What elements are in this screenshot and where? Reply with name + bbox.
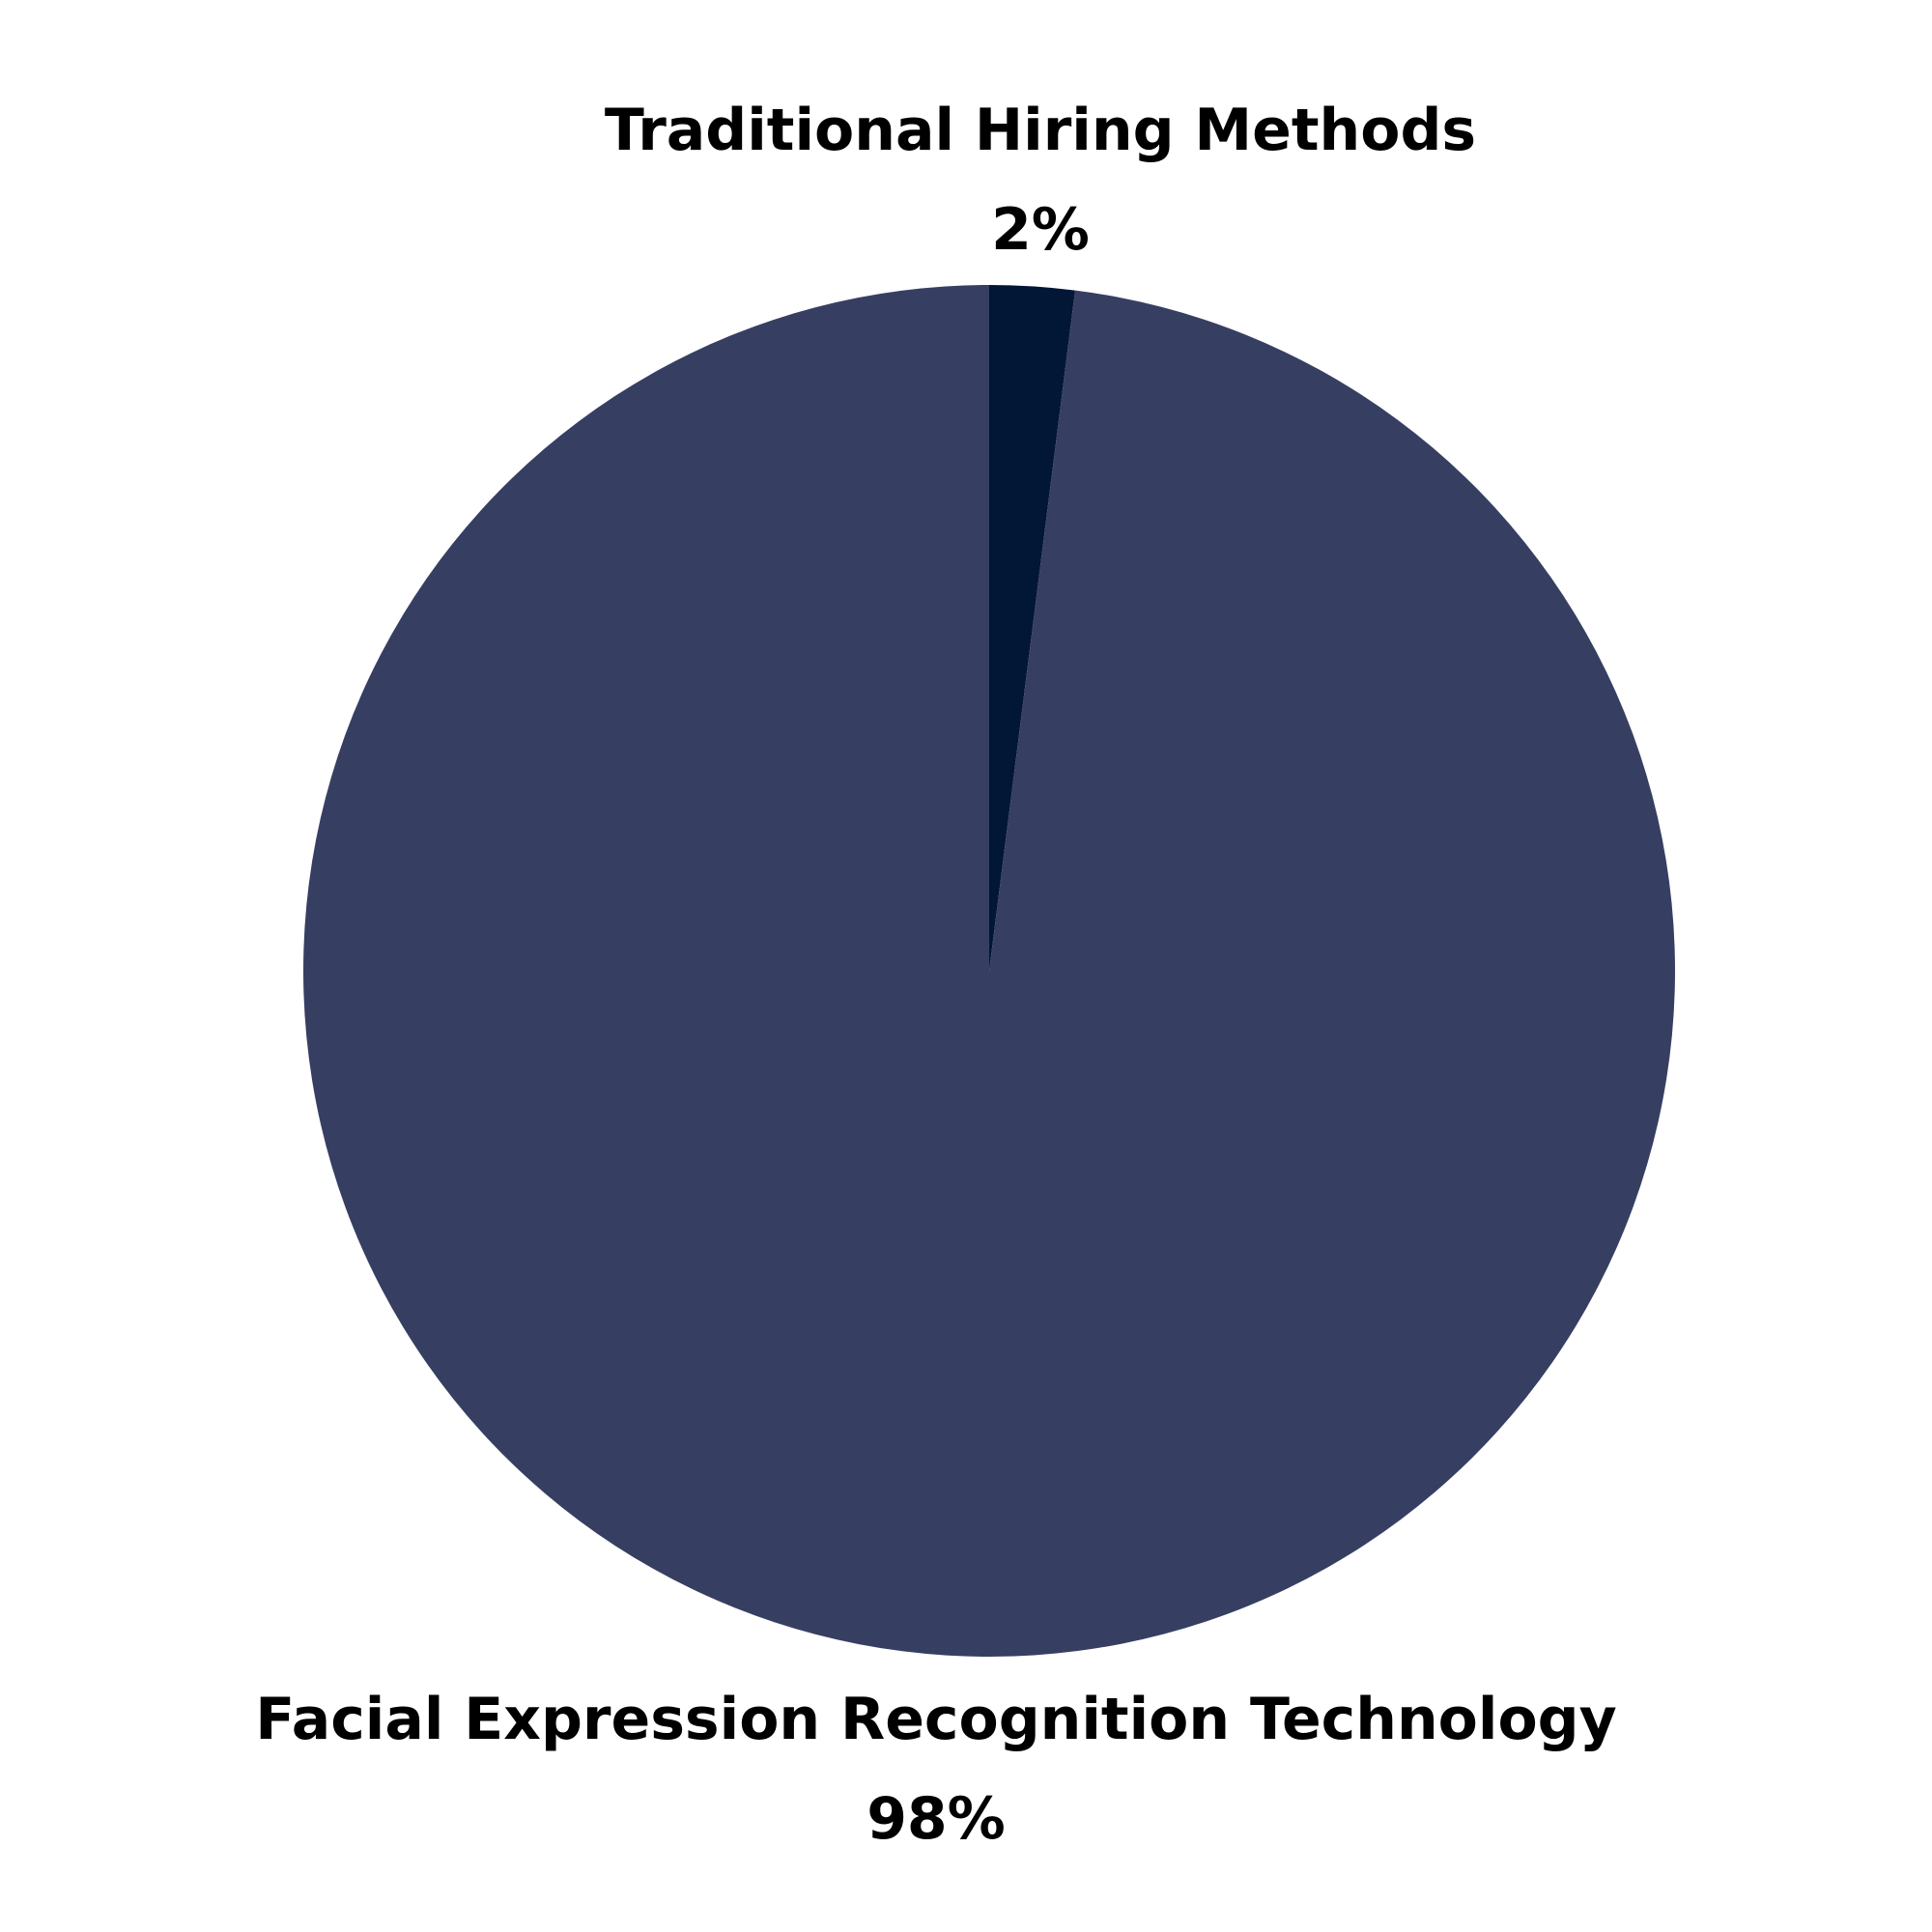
slice-label-traditional-hiring-methods: Traditional Hiring Methods 2% <box>605 97 1476 264</box>
slice-name-label: Facial Expression Recognition Technology <box>255 1686 1616 1753</box>
slice-label-facial-expression-recognition-technology: Facial Expression Recognition Technology… <box>255 1686 1616 1853</box>
slice-value-label: 2% <box>991 196 1090 264</box>
slice-name-label: Traditional Hiring Methods <box>605 97 1476 164</box>
pie-slices <box>302 285 1675 1657</box>
pie-slice-facial-expression-recognition-technology <box>302 285 1675 1657</box>
slice-value-label: 98% <box>867 1785 1006 1853</box>
pie-slice-traditional-hiring-methods <box>989 285 1075 971</box>
